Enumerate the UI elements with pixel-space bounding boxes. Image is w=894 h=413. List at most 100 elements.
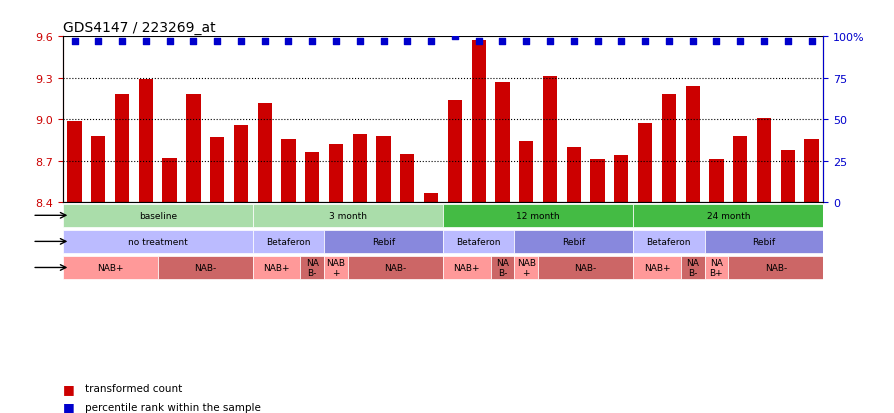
- FancyBboxPatch shape: [324, 230, 443, 254]
- FancyBboxPatch shape: [157, 256, 253, 280]
- Text: Rebif: Rebif: [752, 237, 775, 246]
- FancyBboxPatch shape: [633, 204, 822, 228]
- Bar: [756, 119, 771, 203]
- Point: [233, 39, 248, 45]
- FancyBboxPatch shape: [443, 204, 633, 228]
- Point: [281, 39, 295, 45]
- Bar: [329, 145, 342, 203]
- Bar: [613, 156, 628, 203]
- Bar: [114, 95, 129, 203]
- FancyBboxPatch shape: [633, 256, 680, 280]
- FancyBboxPatch shape: [728, 256, 822, 280]
- Text: NAB+: NAB+: [263, 263, 290, 272]
- Bar: [661, 95, 675, 203]
- Bar: [400, 154, 414, 203]
- Point: [352, 39, 367, 45]
- Point: [376, 39, 391, 45]
- Bar: [233, 126, 248, 203]
- Point: [685, 39, 699, 45]
- Point: [257, 39, 272, 45]
- Point: [139, 39, 153, 45]
- Text: no treatment: no treatment: [128, 237, 188, 246]
- Point: [756, 39, 771, 45]
- Point: [661, 39, 675, 45]
- Text: NA
B+: NA B+: [709, 258, 722, 278]
- Bar: [804, 139, 818, 203]
- FancyBboxPatch shape: [63, 230, 253, 254]
- Text: NAB-: NAB-: [574, 263, 596, 272]
- Text: NAB+: NAB+: [97, 263, 123, 272]
- Point: [447, 34, 461, 40]
- Text: NA
B-: NA B-: [495, 258, 509, 278]
- Bar: [352, 135, 367, 203]
- Bar: [471, 41, 485, 203]
- Text: GDS4147 / 223269_at: GDS4147 / 223269_at: [63, 21, 215, 35]
- Point: [163, 39, 177, 45]
- Text: ■: ■: [63, 400, 74, 413]
- Bar: [637, 124, 652, 203]
- Text: baseline: baseline: [139, 211, 177, 220]
- Text: NAB-: NAB-: [384, 263, 406, 272]
- Text: 3 month: 3 month: [329, 211, 367, 220]
- Bar: [163, 159, 177, 203]
- Bar: [590, 160, 604, 203]
- FancyBboxPatch shape: [63, 256, 157, 280]
- Point: [424, 39, 438, 45]
- FancyBboxPatch shape: [490, 256, 514, 280]
- Point: [67, 39, 81, 45]
- Point: [91, 39, 105, 45]
- Point: [637, 39, 652, 45]
- Text: Betaferon: Betaferon: [645, 237, 690, 246]
- FancyBboxPatch shape: [300, 256, 324, 280]
- Text: NAB
+: NAB +: [516, 258, 536, 278]
- Text: NA
B-: NA B-: [686, 258, 698, 278]
- Text: percentile rank within the sample: percentile rank within the sample: [85, 402, 261, 412]
- Bar: [732, 137, 746, 203]
- Point: [305, 39, 319, 45]
- Bar: [685, 87, 699, 203]
- FancyBboxPatch shape: [253, 204, 443, 228]
- FancyBboxPatch shape: [514, 230, 633, 254]
- Bar: [305, 153, 319, 203]
- Point: [210, 39, 224, 45]
- Text: Rebif: Rebif: [372, 237, 395, 246]
- FancyBboxPatch shape: [348, 256, 443, 280]
- Bar: [566, 147, 580, 203]
- Text: Betaferon: Betaferon: [266, 237, 310, 246]
- Bar: [91, 137, 105, 203]
- Bar: [257, 103, 272, 203]
- Point: [471, 39, 485, 45]
- FancyBboxPatch shape: [253, 230, 324, 254]
- Text: Betaferon: Betaferon: [456, 237, 501, 246]
- Point: [780, 39, 794, 45]
- Point: [543, 39, 557, 45]
- Bar: [494, 83, 509, 203]
- Bar: [281, 139, 295, 203]
- Bar: [519, 142, 533, 203]
- Point: [186, 39, 200, 45]
- Point: [804, 39, 818, 45]
- Point: [494, 39, 509, 45]
- FancyBboxPatch shape: [514, 256, 537, 280]
- FancyBboxPatch shape: [443, 230, 514, 254]
- Text: 12 month: 12 month: [516, 211, 560, 220]
- Text: NAB-: NAB-: [194, 263, 216, 272]
- Point: [613, 39, 628, 45]
- Point: [590, 39, 604, 45]
- Point: [400, 39, 414, 45]
- FancyBboxPatch shape: [443, 256, 490, 280]
- Text: ■: ■: [63, 382, 74, 395]
- Point: [328, 39, 342, 45]
- FancyBboxPatch shape: [704, 230, 822, 254]
- Bar: [67, 121, 81, 203]
- Text: NAB
+: NAB +: [326, 258, 345, 278]
- Bar: [708, 160, 722, 203]
- Bar: [780, 150, 794, 203]
- Text: NA
B-: NA B-: [306, 258, 318, 278]
- FancyBboxPatch shape: [253, 256, 300, 280]
- Point: [566, 39, 580, 45]
- Text: 24 month: 24 month: [705, 211, 749, 220]
- FancyBboxPatch shape: [680, 256, 704, 280]
- Bar: [447, 101, 461, 203]
- Bar: [139, 80, 153, 203]
